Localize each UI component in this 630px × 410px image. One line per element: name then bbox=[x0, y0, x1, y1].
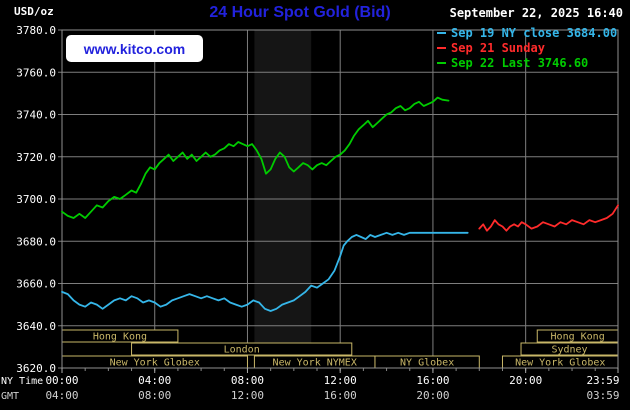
unit-label: USD/oz bbox=[14, 5, 54, 18]
ny-time-axis-title: NY Time bbox=[1, 376, 43, 387]
x-axis-gmt-label: 12:00 bbox=[231, 389, 264, 402]
x-axis-gmt-label: 03:59 bbox=[586, 389, 619, 402]
x-axis-ny-time-label: 12:00 bbox=[324, 374, 357, 387]
page-title: 24 Hour Spot Gold (Bid) bbox=[209, 4, 391, 21]
y-axis-tick-label: 3680.0 bbox=[16, 235, 56, 248]
session-label: Hong Kong bbox=[93, 332, 147, 343]
session-label: New York Globex bbox=[515, 358, 605, 369]
price-series-sep19 bbox=[61, 231, 469, 312]
y-axis-tick-label: 3660.0 bbox=[16, 278, 56, 291]
x-axis-gmt-label: 16:00 bbox=[324, 389, 357, 402]
session-label: Sydney bbox=[551, 345, 587, 356]
datetime-label: September 22, 2025 16:40 bbox=[449, 6, 623, 20]
y-axis-tick-label: 3720.0 bbox=[16, 151, 56, 164]
x-axis-gmt-label: 20:00 bbox=[416, 389, 449, 402]
x-axis-ny-time-label: 00:00 bbox=[45, 374, 78, 387]
x-axis-gmt-label: 08:00 bbox=[138, 389, 171, 402]
y-axis-tick-label: 3700.0 bbox=[16, 193, 56, 206]
x-axis-ny-time-label: 08:00 bbox=[231, 374, 264, 387]
y-axis-tick-label: 3740.0 bbox=[16, 109, 56, 122]
y-axis-tick-label: 3780.0 bbox=[16, 24, 56, 37]
session-box bbox=[131, 342, 353, 356]
x-axis-ny-time-label: 16:00 bbox=[416, 374, 449, 387]
price-series-sep21 bbox=[478, 204, 619, 232]
y-axis-tick-label: 3620.0 bbox=[16, 362, 56, 375]
legend: Sep 19 NY close 3684.00 Sep 21 Sunday Se… bbox=[437, 25, 617, 70]
x-axis-ny-time-label: 23:59 bbox=[586, 374, 619, 387]
legend-label-sep19: Sep 19 NY close 3684.00 bbox=[451, 25, 618, 40]
sep21-line-swatch-icon bbox=[437, 46, 446, 49]
y-axis-tick-label: 3760.0 bbox=[16, 66, 56, 79]
kitco-watermark: www.kitco.com bbox=[66, 35, 203, 62]
legend-label-sep21: Sep 21 Sunday bbox=[451, 40, 545, 55]
x-axis-ny-time-label: 20:00 bbox=[509, 374, 542, 387]
price-series-sep22 bbox=[61, 96, 450, 219]
legend-item-sep21: Sep 21 Sunday bbox=[437, 40, 617, 55]
legend-label-sep22: Sep 22 Last 3746.60 bbox=[451, 55, 589, 70]
y-axis-tick-label: 3640.0 bbox=[16, 320, 56, 333]
legend-item-sep19: Sep 19 NY close 3684.00 bbox=[437, 25, 617, 40]
session-label: London bbox=[224, 345, 260, 356]
session-label: NY Globex bbox=[400, 358, 454, 369]
x-axis-gmt-label: 04:00 bbox=[45, 389, 78, 402]
sep22-line-swatch-icon bbox=[437, 61, 446, 64]
legend-item-sep22: Sep 22 Last 3746.60 bbox=[437, 55, 617, 70]
session-label: Hong Kong bbox=[551, 332, 605, 343]
sep19-line-swatch-icon bbox=[437, 31, 446, 34]
session-label: New York Globex bbox=[110, 358, 200, 369]
session-label: New York NYMEX bbox=[273, 358, 357, 369]
gmt-axis-title: GMT bbox=[1, 391, 19, 402]
x-axis-ny-time-label: 04:00 bbox=[138, 374, 171, 387]
